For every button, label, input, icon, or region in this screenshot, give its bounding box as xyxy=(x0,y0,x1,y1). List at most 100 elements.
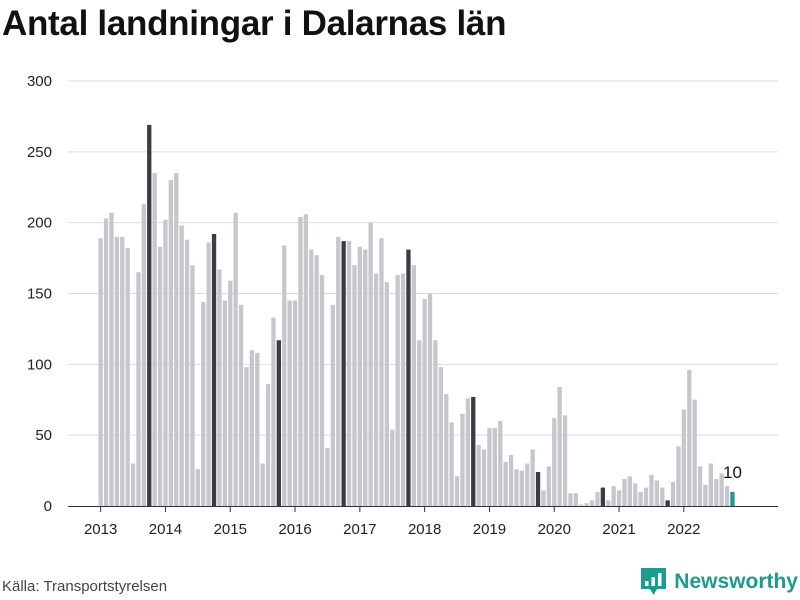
bar xyxy=(552,418,557,506)
x-tick-label: 2013 xyxy=(84,521,117,538)
bar xyxy=(595,491,600,506)
bar xyxy=(616,490,622,506)
bar xyxy=(519,470,524,506)
bar xyxy=(265,384,271,506)
bar xyxy=(228,280,233,506)
y-tick-label: 300 xyxy=(27,73,52,90)
bar xyxy=(282,245,287,507)
bar xyxy=(606,500,611,506)
bar xyxy=(562,415,568,506)
bar xyxy=(163,219,168,507)
bar xyxy=(314,255,319,506)
bar xyxy=(130,463,136,506)
bar xyxy=(125,248,130,506)
source-note: Källa: Transportstyrelsen xyxy=(2,578,168,595)
bar xyxy=(584,503,589,506)
bar xyxy=(541,490,546,506)
bar xyxy=(514,469,519,506)
bar xyxy=(373,273,379,506)
bar xyxy=(525,463,530,506)
bar xyxy=(422,299,427,506)
bar xyxy=(352,265,357,506)
bar xyxy=(444,394,449,506)
bar xyxy=(649,474,654,506)
bar xyxy=(670,481,676,506)
bar xyxy=(643,487,649,506)
bar xyxy=(276,340,281,506)
x-tick-label: 2016 xyxy=(278,521,311,538)
bar xyxy=(427,293,433,506)
bar xyxy=(697,466,703,506)
bar xyxy=(692,399,697,506)
bar xyxy=(298,217,303,506)
bar xyxy=(249,350,254,506)
y-tick-label: 50 xyxy=(35,427,52,444)
bar xyxy=(217,269,222,506)
bar xyxy=(120,236,125,507)
bar xyxy=(417,340,422,506)
bar xyxy=(206,242,211,506)
bar xyxy=(627,476,632,506)
x-tick-label: 2017 xyxy=(343,521,376,538)
x-tick-label: 2022 xyxy=(667,521,700,538)
bar xyxy=(465,398,470,506)
latest-value-label: 10 xyxy=(723,463,742,482)
y-tick-label: 250 xyxy=(27,144,52,161)
x-tick-label: 2021 xyxy=(602,521,635,538)
y-tick-label: 100 xyxy=(27,356,52,373)
bar xyxy=(190,265,195,506)
bar xyxy=(579,504,584,506)
bar-chart: 0 50 100 150 200 250 300 2013 2014 2015 2016 2017 20… xyxy=(27,73,778,538)
bar xyxy=(449,422,454,506)
x-tick-label: 2018 xyxy=(408,521,441,538)
x-tick-label: 2015 xyxy=(214,521,247,538)
bar xyxy=(681,409,686,506)
newsworthy-logo-icon xyxy=(641,568,667,595)
bar xyxy=(168,180,173,506)
bar xyxy=(433,340,438,506)
x-tick-label: 2014 xyxy=(149,521,182,538)
bar xyxy=(411,265,416,506)
y-tick-label: 200 xyxy=(27,215,52,232)
bar xyxy=(406,249,411,507)
bar xyxy=(336,236,341,507)
bar xyxy=(676,446,681,506)
bar xyxy=(573,493,578,506)
bar xyxy=(303,214,308,506)
bar xyxy=(638,491,643,506)
bar xyxy=(211,234,217,506)
bar xyxy=(481,449,487,506)
bar xyxy=(271,317,276,506)
bar xyxy=(255,353,260,506)
bar xyxy=(400,273,406,506)
bar xyxy=(390,429,395,506)
bar xyxy=(157,246,163,506)
bar xyxy=(557,387,562,506)
bar xyxy=(498,421,503,506)
bar xyxy=(687,370,692,506)
bar xyxy=(103,218,109,506)
bar xyxy=(319,275,325,506)
brand-name: Newsworthy xyxy=(674,569,798,593)
bar xyxy=(708,463,713,506)
bar xyxy=(238,304,244,506)
bar xyxy=(611,486,616,506)
bar xyxy=(114,236,119,507)
x-tick-label: 2020 xyxy=(538,521,571,538)
bar xyxy=(476,445,481,506)
bar xyxy=(184,239,190,506)
bar xyxy=(368,222,373,506)
bar xyxy=(730,491,735,506)
bar xyxy=(195,469,200,506)
bar xyxy=(438,367,443,506)
bar xyxy=(98,238,103,506)
bar xyxy=(384,282,389,506)
bar xyxy=(287,300,292,506)
bar xyxy=(546,466,551,506)
bar xyxy=(719,473,724,506)
bar xyxy=(174,173,179,507)
bar xyxy=(222,300,227,506)
bar xyxy=(724,486,730,506)
bar xyxy=(395,275,400,506)
bar xyxy=(201,302,206,506)
